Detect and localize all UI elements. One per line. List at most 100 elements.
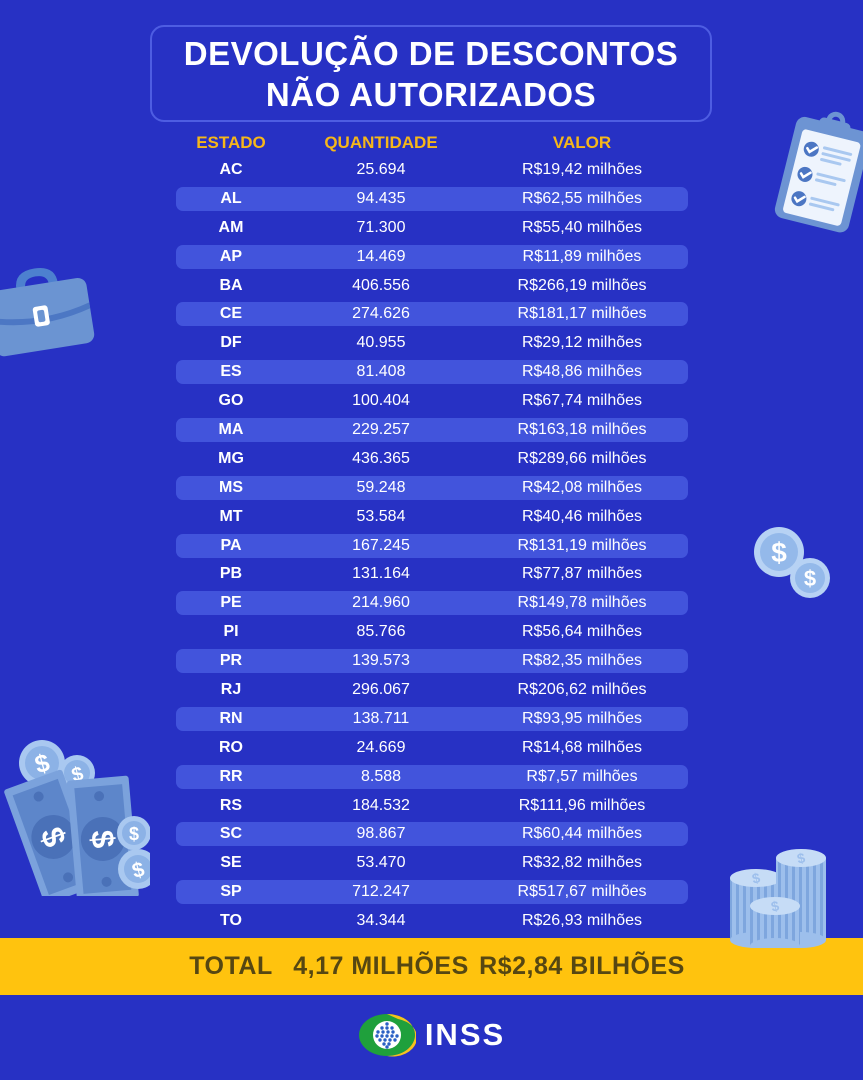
quantity-cell: 138.711 <box>352 709 410 727</box>
state-cell: MA <box>218 421 244 439</box>
clipboard-icon <box>774 111 863 233</box>
value-cell: R$56,64 milhões <box>521 623 643 641</box>
value-cell: R$266,19 milhões <box>517 276 647 294</box>
value-cell: R$32,82 milhões <box>521 854 643 872</box>
value-cell: R$14,68 milhões <box>521 738 643 756</box>
footer: INSS <box>0 1006 863 1064</box>
total-band: TOTAL 4,17 MILHÕES R$2,84 BILHÕES <box>0 938 863 995</box>
table-row: PR 139.573 R$82,35 milhões <box>176 649 688 674</box>
value-cell: R$62,55 milhões <box>521 189 643 207</box>
value-cell: R$40,46 milhões <box>521 507 643 525</box>
svg-text:$: $ <box>771 537 787 568</box>
total-quantity: 4,17 MILHÕES <box>293 952 469 980</box>
quantity-cell: 40.955 <box>356 334 406 352</box>
quantity-cell: 8.588 <box>360 767 402 785</box>
value-cell: R$149,78 milhões <box>517 594 647 612</box>
briefcase-icon <box>0 268 95 357</box>
quantity-cell: 14.469 <box>356 247 406 265</box>
table-row: AP 14.469 R$11,89 milhões <box>176 244 688 269</box>
inss-logo-icon <box>358 1014 416 1057</box>
table-rows: AC 25.694 R$19,42 milhões AL 94.435 R$62… <box>176 158 688 933</box>
column-header-estado: ESTADO <box>196 133 266 152</box>
quantity-cell: 436.365 <box>352 449 410 467</box>
quantity-cell: 131.164 <box>352 565 410 583</box>
state-cell: PR <box>219 652 243 670</box>
quantity-cell: 167.245 <box>352 536 410 554</box>
table-row: RN 138.711 R$93,95 milhões <box>176 706 688 731</box>
state-cell: MG <box>218 449 244 467</box>
page-title-line1: DEVOLUÇÃO DE DESCONTOS <box>183 34 679 72</box>
state-cell: TO <box>220 912 242 930</box>
state-cell: AL <box>220 189 242 207</box>
state-cell: RS <box>219 796 243 814</box>
table-row: PE 214.960 R$149,78 milhões <box>176 591 688 616</box>
value-cell: R$82,35 milhões <box>521 652 643 670</box>
table-header: ESTADO QUANTIDADE VALOR <box>176 131 688 155</box>
quantity-cell: 296.067 <box>352 681 410 699</box>
state-cell: PA <box>220 536 242 554</box>
state-cell: BA <box>219 276 243 294</box>
value-cell: R$11,89 milhões <box>522 247 642 265</box>
table-row: BA 406.556 R$266,19 milhões <box>176 274 688 298</box>
quantity-cell: 98.867 <box>356 825 406 843</box>
quantity-cell: 94.435 <box>356 189 406 207</box>
state-cell: AC <box>219 161 243 178</box>
table-row: MG 436.365 R$289,66 milhões <box>176 447 688 471</box>
table-row: AC 25.694 R$19,42 milhões <box>176 158 688 182</box>
state-cell: RN <box>219 709 243 727</box>
value-cell: R$55,40 milhões <box>521 218 643 236</box>
table-row: RS 184.532 R$111,96 milhões <box>176 794 688 818</box>
value-cell: R$19,42 milhões <box>521 161 643 178</box>
state-cell: ES <box>220 363 242 381</box>
quantity-cell: 53.470 <box>356 854 406 872</box>
quantity-cell: 25.694 <box>356 161 406 178</box>
inss-logo-text: INSS <box>424 1017 506 1052</box>
table-row: RR 8.588 R$7,57 milhões <box>176 764 688 789</box>
svg-text:$: $ <box>751 869 762 886</box>
state-cell: PI <box>223 623 239 641</box>
value-cell: R$60,44 milhões <box>521 825 643 843</box>
quantity-cell: 81.408 <box>356 363 406 381</box>
dollar-coins-icon: $ $ <box>754 527 830 598</box>
table-row: PA 167.245 R$131,19 milhões <box>176 533 688 558</box>
value-cell: R$48,86 milhões <box>521 363 643 381</box>
svg-text:$: $ <box>84 829 121 850</box>
quantity-cell: 85.766 <box>356 623 406 641</box>
table-row: RO 24.669 R$14,68 milhões <box>176 736 688 760</box>
quantity-cell: 184.532 <box>352 796 410 814</box>
quantity-cell: 53.584 <box>356 507 406 525</box>
value-cell: R$29,12 milhões <box>521 334 643 352</box>
state-cell: AP <box>219 247 243 265</box>
table-row: TO 34.344 R$26,93 milhões <box>176 909 688 933</box>
value-cell: R$77,87 milhões <box>521 565 643 583</box>
table-row: PI 85.766 R$56,64 milhões <box>176 620 688 644</box>
state-cell: AM <box>218 218 244 236</box>
state-cell: SE <box>220 854 242 872</box>
value-cell: R$181,17 milhões <box>517 305 647 323</box>
table-row: AL 94.435 R$62,55 milhões <box>176 186 688 211</box>
svg-text:$: $ <box>770 897 781 914</box>
value-cell: R$111,96 milhões <box>518 796 646 814</box>
total-value: R$2,84 BILHÕES <box>479 952 685 980</box>
value-cell: R$289,66 milhões <box>517 449 647 467</box>
table-row: ES 81.408 R$48,86 milhões <box>176 360 688 385</box>
svg-text:$: $ <box>804 566 816 591</box>
title-box: DEVOLUÇÃO DE DESCONTOS NÃO AUTORIZADOS <box>150 25 712 122</box>
quantity-cell: 34.344 <box>356 912 406 930</box>
state-cell: SP <box>220 883 242 901</box>
quantity-cell: 406.556 <box>352 276 410 294</box>
table-row: SP 712.247 R$517,67 milhões <box>176 880 688 905</box>
state-cell: RR <box>219 767 243 785</box>
table-row: GO 100.404 R$67,74 milhões <box>176 389 688 413</box>
state-cell: GO <box>218 392 244 410</box>
state-cell: MT <box>219 507 243 525</box>
state-cell: MS <box>219 478 243 496</box>
total-label: TOTAL <box>189 952 273 980</box>
coin-stacks-icon: $ $ $ <box>730 849 826 948</box>
quantity-cell: 229.257 <box>352 421 410 439</box>
value-cell: R$7,57 milhões <box>526 767 638 785</box>
table-row: MA 229.257 R$163,18 milhões <box>176 418 688 443</box>
quantity-cell: 712.247 <box>352 883 410 901</box>
column-header-quantidade: QUANTIDADE <box>324 133 438 152</box>
quantity-cell: 24.669 <box>356 738 406 756</box>
